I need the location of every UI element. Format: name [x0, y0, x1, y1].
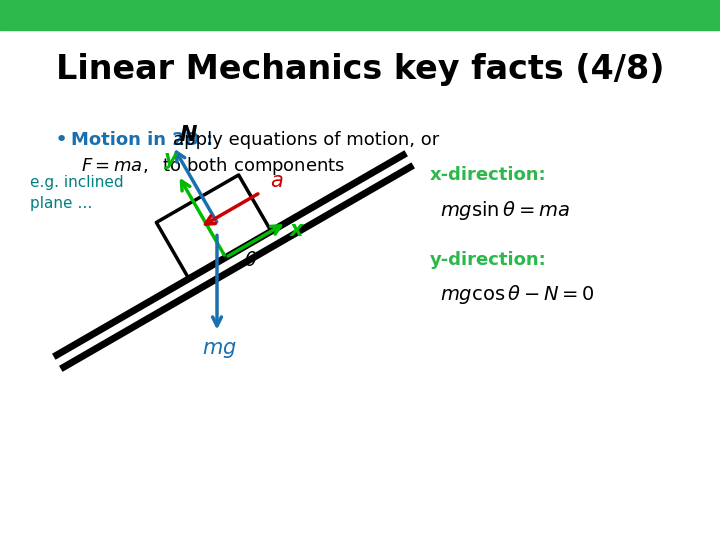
- Text: $\theta$: $\theta$: [243, 251, 257, 269]
- Bar: [0, 0, 720, 30]
- Text: N: N: [179, 125, 197, 145]
- Text: $F = ma,$  to both components: $F = ma,$ to both components: [81, 155, 346, 177]
- Text: Motion in 2D :: Motion in 2D :: [71, 131, 220, 149]
- Text: •: •: [55, 130, 68, 150]
- Text: $mg$: $mg$: [202, 341, 237, 361]
- Text: $a$: $a$: [270, 172, 284, 192]
- Text: Linear Mechanics key facts (4/8): Linear Mechanics key facts (4/8): [55, 53, 665, 86]
- Text: y-direction:: y-direction:: [430, 251, 546, 269]
- Text: e.g. inclined
plane …: e.g. inclined plane …: [30, 175, 124, 211]
- Text: x-direction:: x-direction:: [430, 166, 546, 184]
- Text: apply equations of motion, or: apply equations of motion, or: [173, 131, 439, 149]
- Text: $mg\sin\theta = ma$: $mg\sin\theta = ma$: [440, 199, 570, 221]
- Text: y: y: [164, 149, 178, 169]
- Text: $mg\cos\theta - N = 0$: $mg\cos\theta - N = 0$: [440, 284, 595, 307]
- Text: x: x: [290, 220, 304, 240]
